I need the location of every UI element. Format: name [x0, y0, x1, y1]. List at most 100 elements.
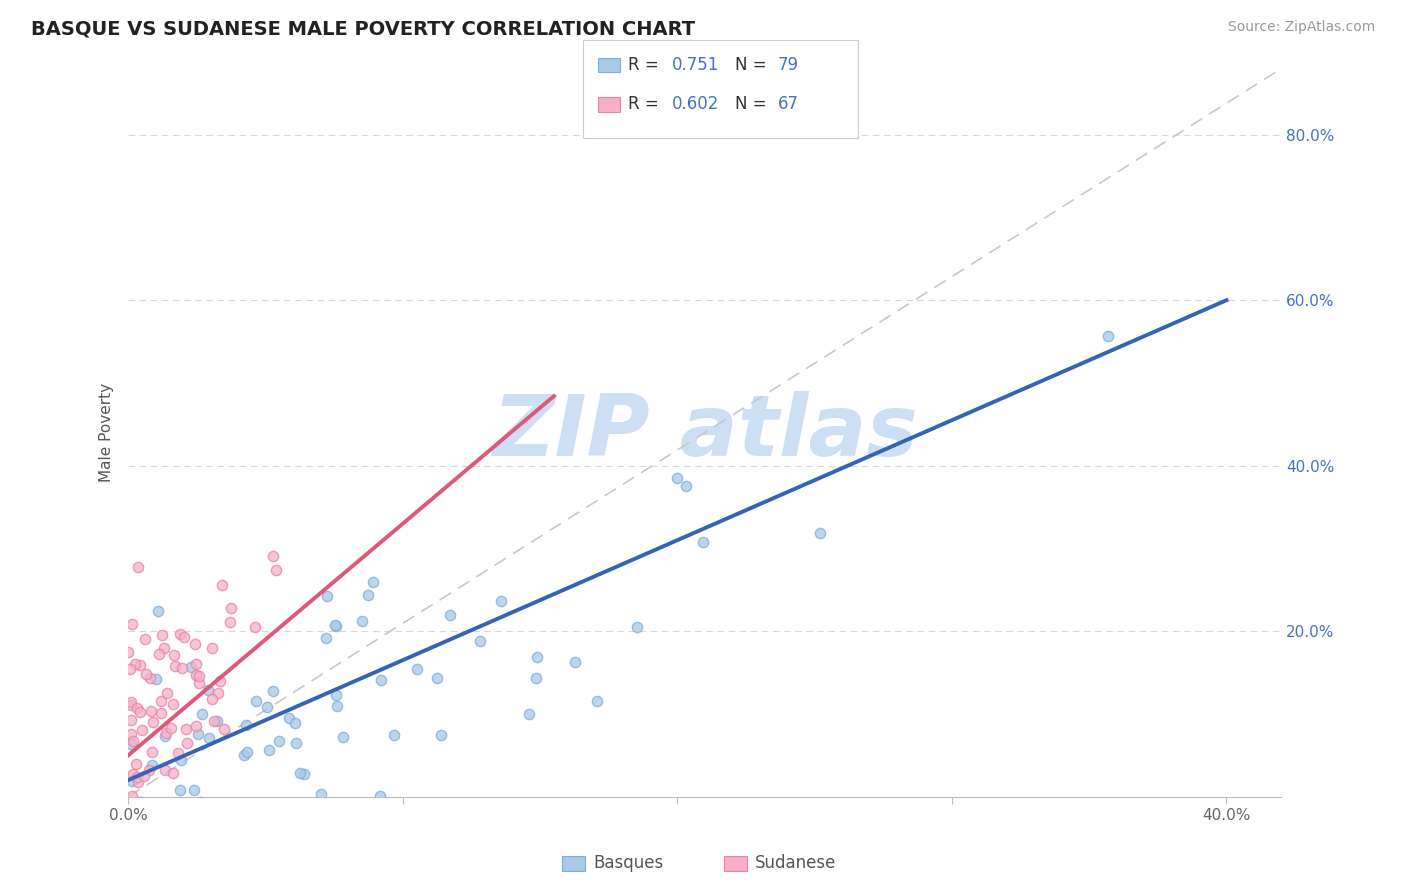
Point: [146, 831, 169, 846]
Point: [148, 604, 170, 618]
Point: [129, 796, 152, 810]
Point: [526, 650, 548, 665]
Point: [150, 831, 173, 846]
Point: [285, 736, 308, 750]
Point: [524, 671, 547, 685]
Point: [325, 688, 347, 702]
Point: [201, 641, 224, 656]
Point: [564, 656, 586, 670]
Point: [125, 770, 148, 784]
Point: [201, 692, 224, 706]
Point: [692, 535, 714, 549]
Point: [347, 831, 370, 846]
Point: [122, 766, 145, 780]
Point: [184, 667, 207, 681]
Point: [152, 641, 174, 656]
Point: [211, 578, 233, 592]
Point: [166, 822, 188, 837]
Point: [468, 634, 491, 648]
Point: [666, 471, 689, 485]
Point: [229, 808, 252, 822]
Point: [226, 801, 249, 815]
Point: [132, 769, 155, 783]
Point: [219, 601, 242, 615]
Text: Sudanese: Sudanese: [755, 855, 837, 872]
Point: [120, 695, 142, 709]
Point: [170, 754, 193, 768]
Point: [134, 632, 156, 647]
Text: R =: R =: [628, 56, 665, 74]
Point: [352, 614, 374, 628]
Point: [288, 766, 311, 780]
Point: [127, 560, 149, 574]
Point: [139, 671, 162, 685]
Point: [121, 617, 143, 632]
Point: [808, 526, 831, 541]
Point: [162, 697, 184, 711]
Point: [315, 631, 337, 645]
Point: [212, 722, 235, 736]
Point: [160, 722, 183, 736]
Point: [176, 722, 198, 736]
Point: [245, 693, 267, 707]
Point: [278, 711, 301, 725]
Text: 0.602: 0.602: [672, 95, 720, 113]
Text: 67: 67: [778, 95, 799, 113]
Point: [233, 748, 256, 763]
Point: [117, 645, 139, 659]
Text: N =: N =: [735, 95, 772, 113]
Point: [183, 782, 205, 797]
Point: [233, 831, 256, 846]
Point: [120, 737, 142, 751]
Point: [166, 746, 188, 760]
Point: [139, 704, 162, 718]
Point: [675, 479, 697, 493]
Y-axis label: Male Poverty: Male Poverty: [100, 383, 114, 483]
Point: [121, 773, 143, 788]
Point: [131, 723, 153, 737]
Point: [120, 727, 142, 741]
Point: [382, 728, 405, 742]
Text: N =: N =: [735, 56, 772, 74]
Point: [148, 647, 170, 661]
Text: 0.751: 0.751: [672, 56, 720, 74]
Text: R =: R =: [628, 95, 665, 113]
Point: [357, 589, 380, 603]
Point: [172, 661, 194, 675]
Point: [1097, 329, 1119, 343]
Point: [176, 736, 198, 750]
Point: [370, 673, 392, 687]
Point: [262, 549, 284, 563]
Point: [163, 658, 186, 673]
Point: [426, 671, 449, 685]
Point: [173, 818, 195, 832]
Point: [184, 637, 207, 651]
Point: [127, 806, 149, 821]
Point: [180, 660, 202, 674]
Point: [155, 729, 177, 743]
Point: [149, 706, 172, 720]
Point: [315, 589, 337, 603]
Point: [177, 798, 200, 813]
Point: [128, 705, 150, 719]
Point: [235, 718, 257, 732]
Point: [120, 713, 142, 727]
Point: [585, 693, 607, 707]
Point: [264, 563, 287, 577]
Point: [207, 686, 229, 700]
Point: [304, 831, 326, 846]
Point: [205, 714, 228, 728]
Point: [188, 822, 211, 837]
Point: [354, 798, 377, 813]
Point: [361, 574, 384, 589]
Point: [209, 674, 232, 689]
Point: [125, 757, 148, 772]
Point: [256, 700, 278, 714]
Text: Basques: Basques: [593, 855, 664, 872]
Point: [202, 714, 225, 728]
Point: [195, 831, 218, 846]
Point: [173, 631, 195, 645]
Point: [186, 719, 208, 733]
Point: [153, 763, 176, 777]
Point: [191, 706, 214, 721]
